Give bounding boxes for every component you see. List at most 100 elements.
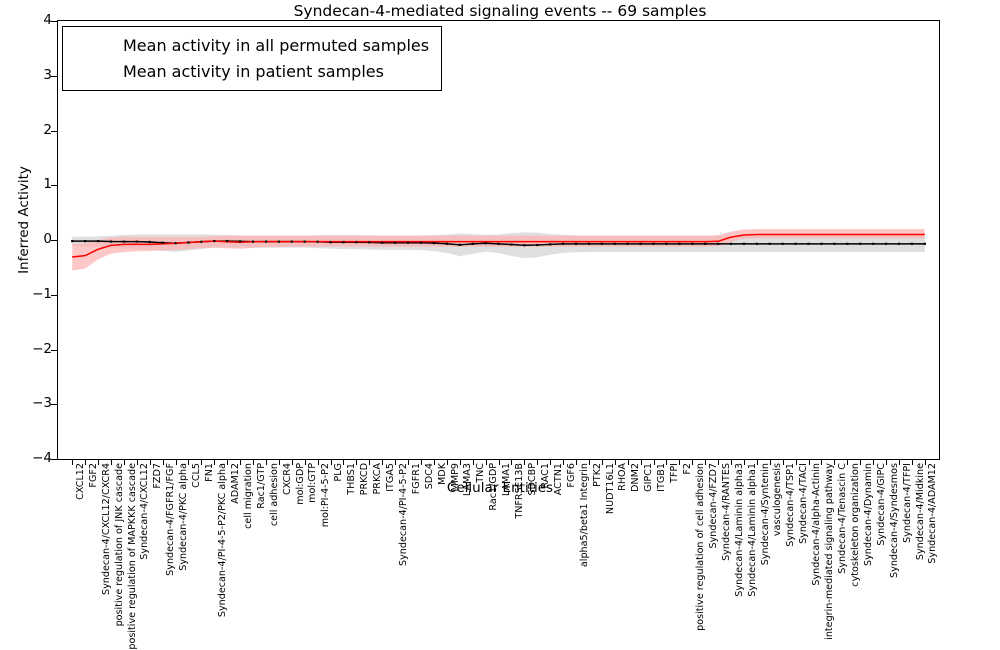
legend: Mean activity in all permuted samples Me… bbox=[62, 26, 443, 91]
x-axis-tick-label: FZD7 bbox=[152, 463, 164, 489]
x-axis-tick-label: LAMA3 bbox=[462, 463, 474, 497]
permuted-data-point bbox=[613, 242, 616, 245]
x-axis-tick-label: mol:GDP bbox=[294, 463, 306, 505]
x-axis-tick-mark bbox=[782, 460, 784, 465]
x-axis-tick-mark bbox=[679, 460, 681, 465]
x-axis-tick-mark bbox=[614, 460, 616, 465]
x-axis-tick-label: F2 bbox=[682, 463, 694, 475]
permuted-data-point bbox=[678, 242, 681, 245]
x-axis-tick-label: DNM2 bbox=[630, 463, 642, 492]
x-axis-tick-mark bbox=[847, 460, 849, 465]
x-axis-tick-label: Syndecan-4/Tenascin C bbox=[837, 463, 849, 574]
x-axis-tick-label: PLG bbox=[333, 463, 345, 482]
x-axis-tick-mark bbox=[110, 460, 112, 465]
x-axis-tick-label: TFPI bbox=[669, 463, 681, 483]
permuted-data-point bbox=[600, 242, 603, 245]
x-axis-tick-mark bbox=[408, 460, 410, 465]
x-axis-tick-mark bbox=[459, 460, 461, 465]
permuted-data-point bbox=[239, 240, 242, 243]
x-axis-tick-label: LAMA1 bbox=[501, 463, 513, 497]
permuted-data-point bbox=[71, 239, 74, 243]
permuted-data-point bbox=[406, 241, 410, 244]
x-axis-tick-mark bbox=[291, 460, 293, 465]
x-axis-tick-label: SDCBP bbox=[527, 463, 539, 496]
x-axis-tick-mark bbox=[330, 460, 332, 465]
y-axis-tick-mark bbox=[51, 130, 57, 132]
permuted-data-point bbox=[187, 241, 190, 244]
y-axis-tick-mark bbox=[51, 75, 57, 77]
permuted-data-point bbox=[342, 241, 345, 244]
legend-entry-permuted: Mean activity in all permuted samples bbox=[73, 32, 429, 58]
x-axis-tick-mark bbox=[808, 460, 810, 465]
x-axis-tick-label: PTK2 bbox=[591, 463, 603, 488]
x-axis-tick-label: ITGB1 bbox=[656, 463, 668, 492]
y-axis-tick-mark bbox=[51, 21, 57, 22]
x-axis-tick-label: cytoskeleton organization bbox=[849, 463, 861, 587]
x-axis-tick-label: THBS1 bbox=[346, 463, 358, 495]
x-axis-tick-mark bbox=[149, 460, 151, 465]
x-axis-tick-mark bbox=[369, 460, 371, 465]
permuted-data-point bbox=[355, 241, 358, 244]
x-axis-tick-mark bbox=[511, 460, 513, 465]
x-axis-tick-mark bbox=[162, 460, 164, 465]
permuted-data-point bbox=[742, 242, 746, 245]
x-axis-tick-mark bbox=[123, 460, 125, 465]
x-axis-tick-label: Syndecan-4/CXCL12/CXCR4 bbox=[100, 463, 112, 595]
y-axis-tick-label: −2 bbox=[32, 340, 52, 357]
permuted-data-point bbox=[148, 240, 151, 244]
y-axis-tick-label: 0 bbox=[43, 231, 52, 247]
permuted-data-point bbox=[561, 242, 565, 245]
x-axis-tick-mark bbox=[924, 460, 926, 465]
permuted-data-point bbox=[135, 240, 138, 243]
x-axis-tick-label: Syndecan-4/Syntenin bbox=[759, 463, 771, 566]
x-axis-tick-mark bbox=[705, 460, 707, 465]
x-axis-tick-label: RAC1 bbox=[539, 463, 551, 489]
x-axis-tick-mark bbox=[382, 460, 384, 465]
x-axis-tick-label: Syndecan-4/TACI bbox=[798, 463, 810, 544]
x-axis-tick-label: Syndecan-4/RANTES bbox=[720, 463, 732, 561]
permuted-data-point bbox=[794, 242, 797, 245]
x-axis-tick-label: FGFR1 bbox=[410, 463, 422, 495]
x-axis-tick-label: ACTN1 bbox=[552, 463, 564, 496]
x-axis-tick-mark bbox=[911, 460, 913, 465]
x-axis-tick-mark bbox=[769, 460, 771, 465]
x-axis-tick-mark bbox=[653, 460, 655, 465]
permuted-data-point bbox=[432, 241, 436, 245]
x-axis-tick-label: Rac1/GTP bbox=[255, 463, 267, 509]
permuted-data-point bbox=[626, 242, 629, 245]
permuted-data-point bbox=[717, 242, 720, 245]
x-axis-tick-label: Syndecan-4/FZD7 bbox=[707, 463, 719, 549]
page-title: Syndecan-4-mediated signaling events -- … bbox=[293, 2, 707, 20]
x-axis-tick-mark bbox=[834, 460, 836, 465]
permuted-data-point bbox=[226, 239, 229, 243]
y-axis-tick-mark bbox=[51, 185, 57, 187]
plot-area bbox=[57, 20, 940, 460]
permuted-data-point bbox=[729, 242, 733, 245]
legend-label-patient: Mean activity in patient samples bbox=[123, 61, 384, 81]
x-axis-tick-mark bbox=[278, 460, 280, 465]
y-axis-tick-mark bbox=[51, 349, 57, 351]
x-axis-tick-mark bbox=[588, 460, 590, 465]
y-axis-tick-label: −4 bbox=[32, 450, 52, 466]
permuted-data-point bbox=[587, 242, 591, 245]
x-axis-tick-label: Syndecan-4/alpha-Actinin bbox=[811, 463, 823, 586]
x-axis-tick-mark bbox=[85, 460, 87, 465]
x-axis-tick-label: cell adhesion bbox=[268, 463, 280, 527]
x-axis-tick-mark bbox=[343, 460, 345, 465]
x-axis-tick-label: Syndecan-4/PI-4-5-P2/PKC alpha bbox=[217, 463, 228, 618]
y-axis-tick-label: 2 bbox=[43, 121, 52, 138]
x-axis-tick-label: FGF6 bbox=[565, 463, 577, 488]
y-axis-tick-mark bbox=[51, 404, 57, 406]
x-axis-tick-mark bbox=[253, 460, 255, 465]
x-axis-tick-mark bbox=[472, 460, 474, 465]
x-axis-tick-mark bbox=[72, 460, 74, 465]
x-axis-tick-label: NUDT16L1 bbox=[604, 463, 616, 515]
x-axis-tick-mark bbox=[627, 460, 629, 465]
x-axis-tick-mark bbox=[395, 460, 397, 465]
permuted-data-point bbox=[691, 242, 694, 245]
x-axis-tick-mark bbox=[446, 460, 448, 465]
permuted-data-point bbox=[251, 240, 255, 243]
permuted-data-point bbox=[329, 241, 332, 244]
x-axis-tick-mark bbox=[240, 460, 242, 465]
permuted-data-point bbox=[419, 241, 423, 244]
